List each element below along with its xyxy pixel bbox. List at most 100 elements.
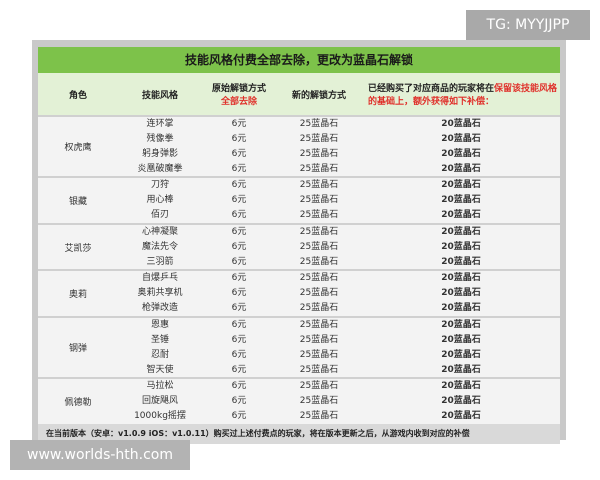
role-group: 权虎鹰 连环掌 6元 25蓝晶石 20蓝晶石 残像拳 6元 25蓝晶石 20蓝晶石 躬身弹影 6元 2… [38, 115, 560, 177]
orig-price: 6元 [231, 288, 247, 299]
skill-name: 圣锤 [150, 334, 169, 345]
compensation: 20蓝晶石 [441, 411, 481, 422]
compensation: 20蓝晶石 [441, 256, 481, 267]
header-skill: 技能风格 [141, 90, 178, 101]
compensation: 20蓝晶石 [441, 210, 481, 221]
new-price: 25蓝晶石 [299, 381, 339, 392]
orig-price: 6元 [231, 195, 247, 206]
compensation: 20蓝晶石 [441, 180, 481, 191]
skill-name: 残像拳 [146, 133, 174, 144]
table-row: 炎凰破魔拳 6元 25蓝晶石 20蓝晶石 [118, 162, 560, 177]
skill-name: 智天使 [146, 364, 174, 375]
new-price: 25蓝晶石 [299, 334, 339, 345]
role-group: 奥莉 自爆乒乓 6元 25蓝晶石 20蓝晶石 奥莉共享机 6元 25蓝晶石 20蓝晶石 枪弹改造 6… [38, 269, 560, 316]
table-row: 魔法先令 6元 25蓝晶石 20蓝晶石 [118, 240, 560, 255]
orig-price: 6元 [231, 256, 247, 267]
skill-style-table: 技能风格付费全部去除，更改为蓝晶石解锁 角色 技能风格 原始解锁方式 全部去除 新… [38, 47, 560, 444]
new-price: 25蓝晶石 [299, 256, 339, 267]
compensation: 20蓝晶石 [441, 195, 481, 206]
role-group: 佩德勒 马拉松 6元 25蓝晶石 20蓝晶石 回旋飓风 6元 25蓝晶石 20蓝晶石 1000kg… [38, 377, 560, 424]
watermark-bottom: www.worlds-hth.com [10, 440, 190, 470]
orig-price: 6元 [231, 241, 247, 252]
header-role: 角色 [68, 90, 87, 101]
header-orig-note: 全部去除 [220, 97, 257, 107]
orig-price: 6元 [231, 303, 247, 314]
orig-price: 6元 [231, 364, 247, 375]
compensation: 20蓝晶石 [441, 273, 481, 284]
header-orig-label: 原始解锁方式 [211, 84, 266, 94]
new-price: 25蓝晶石 [299, 133, 339, 144]
table-row: 马拉松 6元 25蓝晶石 20蓝晶石 [118, 379, 560, 394]
new-price: 25蓝晶石 [299, 180, 339, 191]
role-group: 钢弹 恩惠 6元 25蓝晶石 20蓝晶石 圣锤 6元 25蓝晶石 20蓝晶石 忍耐 6元 25蓝晶石 2… [38, 315, 560, 378]
orig-price: 6元 [231, 273, 247, 284]
table-row: 圣锤 6元 25蓝晶石 20蓝晶石 [118, 333, 560, 348]
skill-name: 魔法先令 [141, 241, 178, 252]
role-name: 银藏 [68, 197, 87, 208]
compensation: 20蓝晶石 [441, 303, 481, 314]
orig-price: 6元 [231, 226, 247, 237]
skill-name: 三羽箭 [146, 256, 174, 267]
orig-price: 6元 [231, 180, 247, 191]
new-price: 25蓝晶石 [299, 195, 339, 206]
table-row: 恩惠 6元 25蓝晶石 20蓝晶石 [118, 318, 560, 333]
new-price: 25蓝晶石 [299, 288, 339, 299]
header-comp-a: 已经购买了对应商品的玩家将在 [368, 84, 495, 94]
compensation: 20蓝晶石 [441, 334, 481, 345]
skill-name: 刀狩 [150, 180, 169, 191]
table-row: 佰刃 6元 25蓝晶石 20蓝晶石 [118, 208, 560, 223]
orig-price: 6元 [231, 210, 247, 221]
orig-price: 6元 [231, 396, 247, 407]
table-row: 连环掌 6元 25蓝晶石 20蓝晶石 [118, 117, 560, 132]
new-price: 25蓝晶石 [299, 210, 339, 221]
skill-name: 心神凝聚 [141, 226, 178, 237]
new-price: 25蓝晶石 [299, 319, 339, 330]
skill-name: 自爆乒乓 [141, 273, 178, 284]
new-price: 25蓝晶石 [299, 303, 339, 314]
header-new: 新的解锁方式 [291, 90, 346, 101]
skill-name: 奥莉共享机 [137, 288, 183, 299]
orig-price: 6元 [231, 411, 247, 422]
compensation: 20蓝晶石 [441, 241, 481, 252]
table-row: 回旋飓风 6元 25蓝晶石 20蓝晶石 [118, 394, 560, 409]
header-comp-b: 保留该技能风格的基础上，额外获得如下补偿： [368, 84, 558, 107]
role-group: 银藏 刀狩 6元 25蓝晶石 20蓝晶石 用心棒 6元 25蓝晶石 20蓝晶石 佰刃 6元 25蓝晶石… [38, 176, 560, 223]
skill-name: 回旋飓风 [141, 396, 178, 407]
table-row: 三羽箭 6元 25蓝晶石 20蓝晶石 [118, 255, 560, 270]
skill-name: 1000kg摇摆 [134, 411, 186, 422]
table-header: 角色 技能风格 原始解锁方式 全部去除 新的解锁方式 已经购买了对应商品的玩家将在… [38, 73, 560, 115]
header-orig: 原始解锁方式 全部去除 [202, 81, 276, 107]
skill-name: 恩惠 [150, 319, 169, 330]
table-title: 技能风格付费全部去除，更改为蓝晶石解锁 [38, 47, 560, 73]
table-row: 用心棒 6元 25蓝晶石 20蓝晶石 [118, 193, 560, 208]
table-row: 忍耐 6元 25蓝晶石 20蓝晶石 [118, 348, 560, 363]
compensation: 20蓝晶石 [441, 119, 481, 129]
orig-price: 6元 [231, 319, 247, 330]
compensation: 20蓝晶石 [441, 364, 481, 375]
orig-price: 6元 [231, 148, 247, 159]
role-name: 佩德勒 [64, 398, 92, 409]
table-row: 1000kg摇摆 6元 25蓝晶石 20蓝晶石 [118, 409, 560, 424]
compensation: 20蓝晶石 [441, 163, 481, 174]
new-price: 25蓝晶石 [299, 411, 339, 422]
role-name: 艾凯莎 [64, 243, 92, 254]
table-footer: 在当前版本（安卓：v1.0.9 iOS：v1.0.11）购买过上述付费点的玩家，… [38, 423, 560, 444]
orig-price: 6元 [231, 133, 247, 144]
compensation: 20蓝晶石 [441, 381, 481, 392]
compensation: 20蓝晶石 [441, 148, 481, 159]
orig-price: 6元 [231, 334, 247, 345]
table-body: 权虎鹰 连环掌 6元 25蓝晶石 20蓝晶石 残像拳 6元 25蓝晶石 20蓝晶石 躬身弹影 6元 2… [38, 115, 560, 424]
orig-price: 6元 [231, 381, 247, 392]
skill-name: 炎凰破魔拳 [137, 163, 183, 174]
orig-price: 6元 [231, 349, 247, 360]
new-price: 25蓝晶石 [299, 163, 339, 174]
orig-price: 6元 [231, 119, 247, 129]
skill-name: 用心棒 [146, 195, 174, 206]
new-price: 25蓝晶石 [299, 273, 339, 284]
compensation: 20蓝晶石 [441, 319, 481, 330]
new-price: 25蓝晶石 [299, 349, 339, 360]
table-row: 智天使 6元 25蓝晶石 20蓝晶石 [118, 363, 560, 378]
new-price: 25蓝晶石 [299, 396, 339, 407]
table-row: 奥莉共享机 6元 25蓝晶石 20蓝晶石 [118, 286, 560, 301]
table-row: 躬身弹影 6元 25蓝晶石 20蓝晶石 [118, 147, 560, 162]
